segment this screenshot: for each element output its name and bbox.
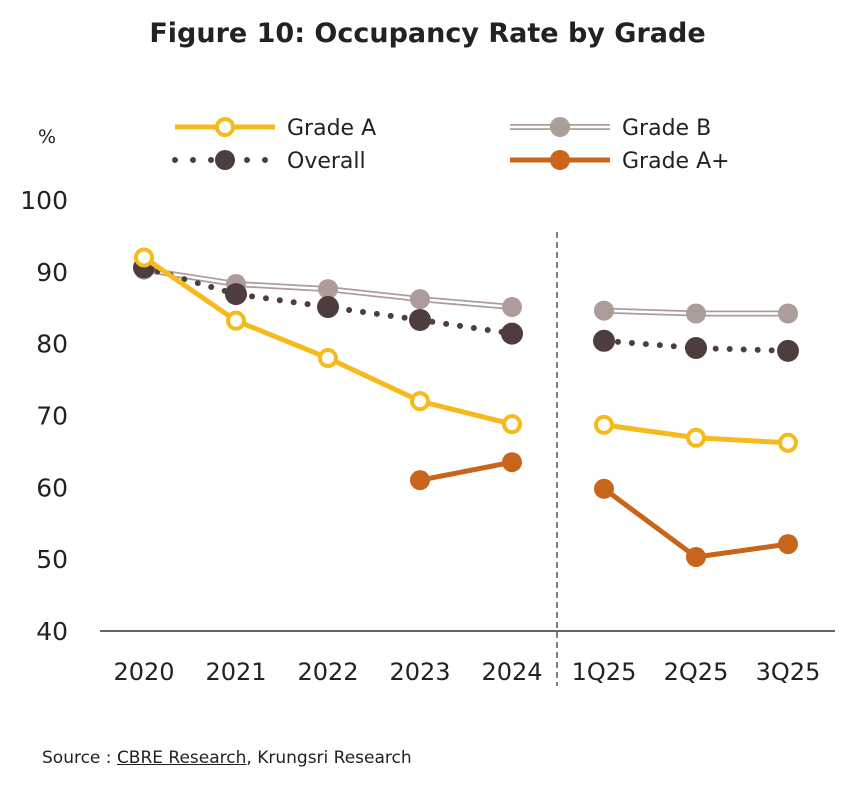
data-point [686,427,706,448]
x-tick-label: 2Q25 [664,658,729,686]
y-tick-label: 40 [36,617,68,646]
data-point [594,414,614,435]
series-line-Grade A+ [419,459,513,483]
legend-marker-dot [550,117,570,137]
data-point [502,452,522,473]
data-point [317,296,339,319]
series-line-Grade A+ [602,486,789,560]
y-tick-label: 70 [36,402,68,431]
legend-label: Grade A [287,116,376,141]
x-tick-label: 2024 [481,658,542,686]
data-point [502,414,522,435]
data-point [778,432,798,453]
data-point [409,308,431,331]
data-point [777,339,799,362]
legend-item: Grade A+ [510,149,730,174]
x-tick-label: 1Q25 [572,658,637,686]
data-point [686,303,706,324]
data-point [594,478,614,499]
source-suffix: , Krungsri Research [246,748,412,768]
legend-marker-dot [215,117,235,137]
source-prefix: Source : [42,748,117,768]
legend-item: Grade A [175,116,376,141]
legend-label: Grade B [622,116,711,141]
legend-marker [215,117,235,137]
y-tick-label: 90 [36,258,68,287]
y-axis-label: % [38,126,56,148]
source-link[interactable]: CBRE Research [116,748,247,768]
y-tick-label: 100 [20,186,68,215]
y-tick-label: 50 [36,545,68,574]
legend-marker [215,150,235,170]
legend-label: Overall [287,149,366,174]
data-point [318,279,338,300]
data-point [318,348,338,369]
series-line-Overall [601,337,791,354]
data-point [593,329,615,352]
chart-title: Figure 10: Occupancy Rate by Grade [149,18,706,49]
source-note: Source : CBRE Research, Krungsri Researc… [42,748,412,768]
data-point [685,336,707,359]
legend-marker [550,150,570,170]
x-tick-label: 2020 [113,658,174,686]
x-tick-label: 2022 [297,658,358,686]
data-point [134,247,154,268]
legend-item: Grade B [510,116,711,141]
y-tick-label: 60 [36,473,68,502]
legend-marker-dot [550,150,570,170]
x-tick-label: 2021 [205,658,266,686]
y-tick-label: 80 [36,330,68,359]
data-point [501,322,523,345]
data-point [502,297,522,318]
data-point [778,534,798,555]
legend-item: Overall [172,149,366,174]
legend-marker-dot [215,150,235,170]
data-point [410,391,430,412]
data-point [778,303,798,324]
x-tick-label: 3Q25 [756,658,821,686]
data-point [410,289,430,310]
legend-label: Grade A+ [622,149,730,174]
data-point [594,300,614,321]
data-point [686,547,706,568]
legend-marker [550,117,570,137]
x-tick-label: 2023 [389,658,450,686]
data-point [226,310,246,331]
data-point [225,283,247,306]
data-point [410,470,430,491]
